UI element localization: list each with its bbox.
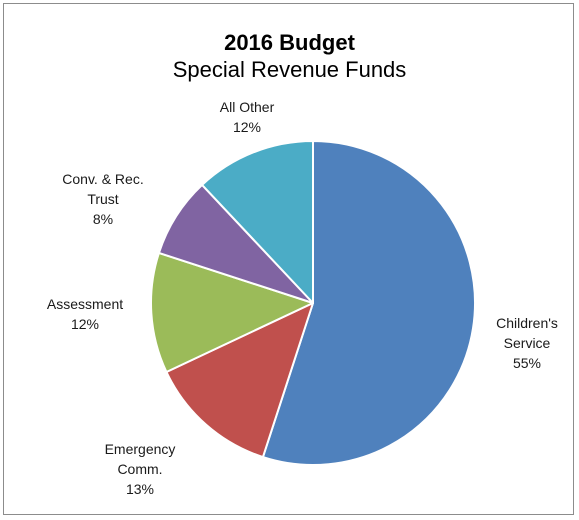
chart-title: 2016 Budget (224, 30, 355, 55)
pie-slice-all-other (201, 140, 314, 304)
label-line: Emergency (104, 441, 176, 457)
label-line: Comm. (117, 461, 163, 477)
label-emergency-comm: Emergency Comm. 13% (105, 439, 176, 499)
label-percent: 8% (92, 211, 114, 227)
label-line: Trust (87, 191, 119, 207)
label-line: Service (503, 335, 551, 351)
label-percent: 55% (512, 355, 542, 371)
label-percent: 13% (125, 481, 155, 497)
label-percent: 12% (70, 316, 100, 332)
label-all-other: All Other 12% (220, 97, 274, 137)
label-line: Children's (496, 315, 558, 331)
pie-slice-assessment (150, 251, 314, 373)
chart-subtitle: Special Revenue Funds (172, 57, 407, 82)
chart-title-block: 2016 Budget Special Revenue Funds (0, 30, 579, 84)
label-percent: 12% (232, 119, 262, 135)
label-line: Assessment (46, 296, 124, 312)
label-line: All Other (219, 99, 275, 115)
label-assessment: Assessment 12% (47, 294, 123, 334)
pie-slice-childrens-service (261, 140, 477, 466)
pie-slice-emergency-comm (165, 302, 314, 459)
label-line: Conv. & Rec. (62, 171, 144, 187)
label-childrens-service: Children's Service 55% (496, 313, 558, 373)
label-conv-rec-trust: Conv. & Rec. Trust 8% (62, 169, 143, 229)
